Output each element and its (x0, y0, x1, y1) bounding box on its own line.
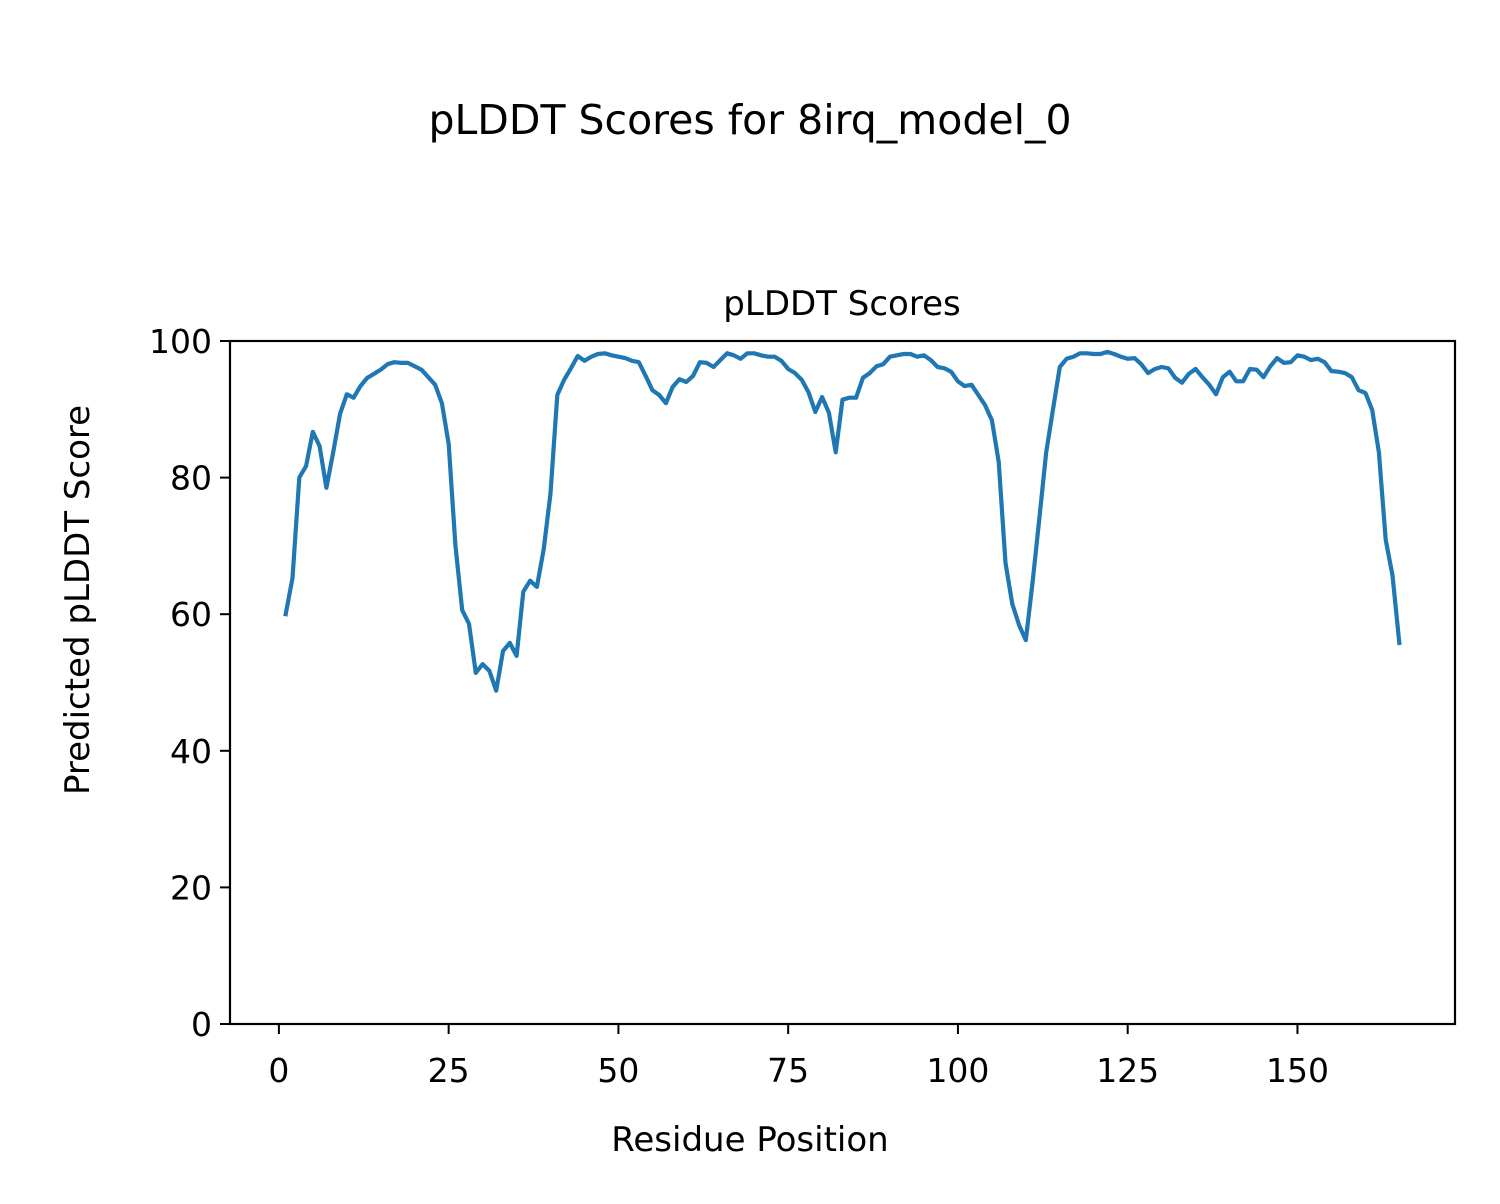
x-tick-label: 75 (767, 1051, 809, 1090)
figure-title: pLDDT Scores for 8irq_model_0 (428, 96, 1071, 144)
y-axis-label: Predicted pLDDT Score (58, 405, 98, 795)
y-tick-label: 20 (170, 868, 212, 907)
x-axis-label: Residue Position (611, 1120, 888, 1160)
y-ticks: 0 20 40 60 80 100 (149, 322, 230, 1044)
x-ticks: 0 25 50 75 100 125 150 (268, 1024, 1329, 1090)
y-tick-label: 40 (170, 732, 212, 771)
x-tick-label: 50 (597, 1051, 639, 1090)
y-tick-label: 100 (149, 322, 212, 361)
plot-frame (228, 339, 1457, 1026)
y-tick-label: 0 (191, 1005, 212, 1044)
x-tick-label: 25 (428, 1051, 470, 1090)
x-tick-label: 150 (1266, 1051, 1329, 1090)
y-tick-label: 60 (170, 595, 212, 634)
y-tick-label: 80 (170, 459, 212, 498)
axes-title: pLDDT Scores (723, 284, 960, 324)
x-tick-label: 0 (268, 1051, 289, 1090)
plddt-series-line (283, 349, 1402, 693)
x-tick-label: 125 (1096, 1051, 1159, 1090)
x-tick-label: 100 (926, 1051, 989, 1090)
